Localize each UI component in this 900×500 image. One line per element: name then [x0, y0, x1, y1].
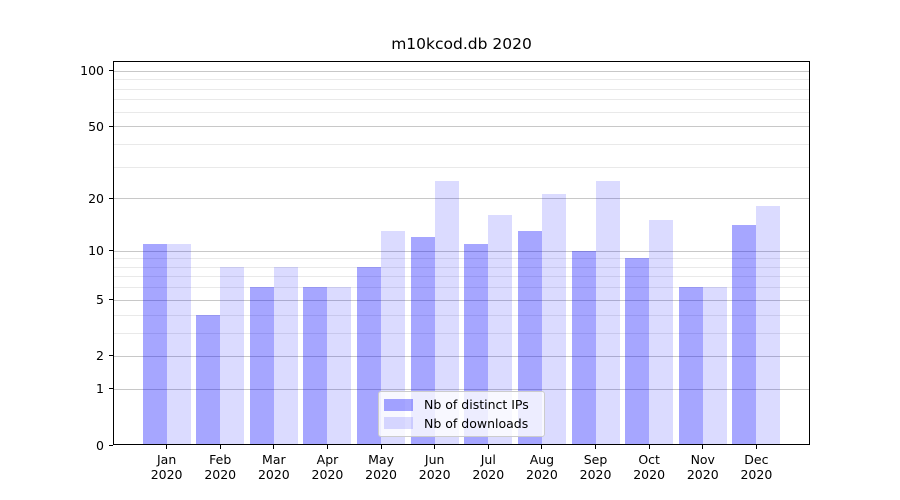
y-tick-label-100: 100: [80, 63, 104, 79]
x-tick-feb: [219, 445, 221, 449]
y-tick-label-0: 0: [96, 437, 104, 453]
legend-item-distinct-ips: Nb of distinct IPs: [384, 397, 538, 412]
bar-downloads-nov: [702, 287, 727, 445]
y-tick-label-50: 50: [88, 118, 104, 134]
legend-label-downloads: Nb of downloads: [424, 415, 529, 431]
bar-distinct-ips-mar: [249, 287, 274, 445]
chart-title: m10kcod.db 2020: [391, 35, 532, 53]
legend-label-distinct-ips: Nb of distinct IPs: [424, 397, 529, 413]
gridline-minor-30: [114, 167, 809, 168]
gridline-minor-80: [114, 89, 809, 90]
y-tick-label-1: 1: [96, 381, 104, 397]
gridline-minor-8: [114, 267, 809, 268]
x-tick-label-nov: Nov 2020: [686, 452, 719, 482]
x-tick-label-aug: Aug 2020: [526, 452, 558, 482]
x-tick-jan: [166, 445, 168, 449]
gridline-minor-7: [114, 276, 809, 277]
legend-swatch-downloads: [384, 417, 413, 430]
x-tick-label-sep: Sep 2020: [579, 452, 612, 482]
x-tick-label-feb: Feb 2020: [204, 452, 237, 482]
gridline-major-5: [114, 300, 809, 301]
gridline-major-10: [114, 251, 809, 252]
y-tick-label-5: 5: [96, 292, 104, 308]
bar-downloads-apr: [327, 287, 352, 445]
y-tick-1: [109, 388, 113, 390]
bar-downloads-feb: [220, 266, 245, 445]
gridline-major-100: [114, 71, 809, 72]
x-tick-label-apr: Apr 2020: [311, 452, 344, 482]
bar-downloads-jan: [166, 243, 191, 445]
x-tick-label-jun: Jun 2020: [418, 452, 451, 482]
x-tick-label-mar: Mar 2020: [257, 452, 290, 482]
bar-distinct-ips-feb: [196, 314, 221, 445]
y-tick-100: [109, 70, 113, 72]
y-tick-0: [109, 444, 113, 446]
bar-distinct-ips-jan: [142, 243, 167, 445]
x-tick-apr: [326, 445, 328, 449]
x-tick-may: [380, 445, 382, 449]
gridline-major-1: [114, 389, 809, 390]
x-tick-aug: [541, 445, 543, 449]
x-tick-nov: [702, 445, 704, 449]
legend-swatch-distinct-ips: [384, 398, 413, 411]
y-tick-label-10: 10: [88, 243, 104, 259]
gridline-minor-40: [114, 144, 809, 145]
legend-item-downloads: Nb of downloads: [384, 416, 538, 431]
gridline-major-20: [114, 198, 809, 199]
x-tick-mar: [273, 445, 275, 449]
bar-distinct-ips-nov: [678, 287, 703, 445]
x-tick-jun: [434, 445, 436, 449]
y-tick-label-2: 2: [96, 348, 104, 364]
y-tick-20: [109, 197, 113, 199]
bar-downloads-aug: [541, 194, 566, 445]
x-tick-oct: [648, 445, 650, 449]
x-tick-label-jan: Jan 2020: [150, 452, 183, 482]
x-tick-label-dec: Dec 2020: [740, 452, 773, 482]
x-tick-label-oct: Oct 2020: [633, 452, 666, 482]
bar-distinct-ips-oct: [625, 258, 650, 445]
x-tick-dec: [755, 445, 757, 449]
y-tick-2: [109, 355, 113, 357]
x-tick-sep: [595, 445, 597, 449]
gridline-major-50: [114, 126, 809, 127]
bar-distinct-ips-dec: [732, 225, 757, 445]
gridline-minor-90: [114, 79, 809, 80]
bar-downloads-oct: [649, 220, 674, 445]
y-tick-5: [109, 299, 113, 301]
y-tick-50: [109, 125, 113, 127]
y-tick-10: [109, 250, 113, 252]
gridline-minor-60: [114, 112, 809, 113]
gridline-minor-4: [114, 315, 809, 316]
bar-distinct-ips-sep: [571, 250, 596, 445]
bar-distinct-ips-may: [357, 266, 382, 445]
gridline-minor-9: [114, 258, 809, 259]
gridline-minor-70: [114, 99, 809, 100]
gridline-major-2: [114, 356, 809, 357]
bar-downloads-dec: [756, 206, 781, 445]
y-tick-label-20: 20: [88, 190, 104, 206]
bar-downloads-mar: [273, 266, 298, 445]
gridline-minor-3: [114, 333, 809, 334]
gridline-minor-6: [114, 287, 809, 288]
x-tick-jul: [487, 445, 489, 449]
legend: Nb of distinct IPs Nb of downloads: [378, 391, 545, 437]
x-tick-label-may: May 2020: [365, 452, 397, 482]
x-tick-label-jul: Jul 2020: [472, 452, 505, 482]
bar-distinct-ips-apr: [303, 287, 328, 445]
bar-downloads-sep: [595, 180, 620, 445]
